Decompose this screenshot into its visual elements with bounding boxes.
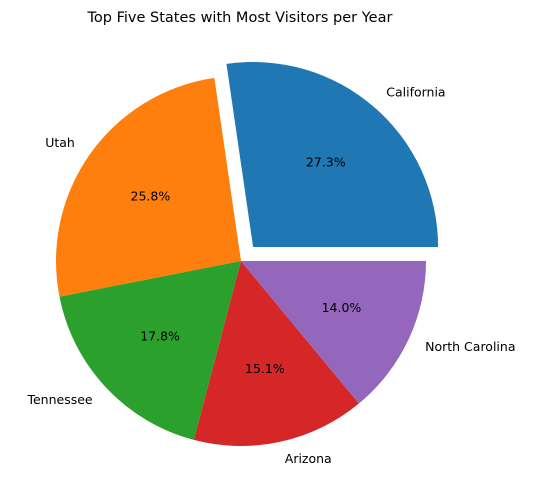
pct-label-arizona: 15.1% (245, 361, 285, 376)
chart-title: Top Five States with Most Visitors per Y… (87, 10, 393, 26)
pct-label-tennessee: 17.8% (140, 328, 180, 343)
pie-slice-tennessee (59, 261, 241, 440)
slice-percent-labels: 27.3% 25.8% 17.8% 15.1% 14.0% (131, 155, 362, 376)
slice-label-california: California (386, 85, 445, 100)
slice-label-tennessee: Tennessee (26, 392, 92, 407)
slice-category-labels: California Utah Tennessee Arizona North Caro… (26, 85, 515, 467)
pct-label-california: 27.3% (306, 155, 346, 170)
pie-slice-arizona (193, 261, 359, 446)
pie-slices (56, 62, 439, 446)
pie-slice-north-carolina (241, 261, 426, 404)
slice-label-utah: Utah (45, 135, 75, 150)
pct-label-north-carolina: 14.0% (322, 300, 362, 315)
pie-slice-california (226, 62, 439, 248)
slice-label-arizona: Arizona (285, 451, 332, 466)
pie-slice-utah (56, 77, 242, 297)
slice-label-north-carolina: North Carolina (425, 339, 515, 354)
pct-label-utah: 25.8% (131, 188, 171, 203)
